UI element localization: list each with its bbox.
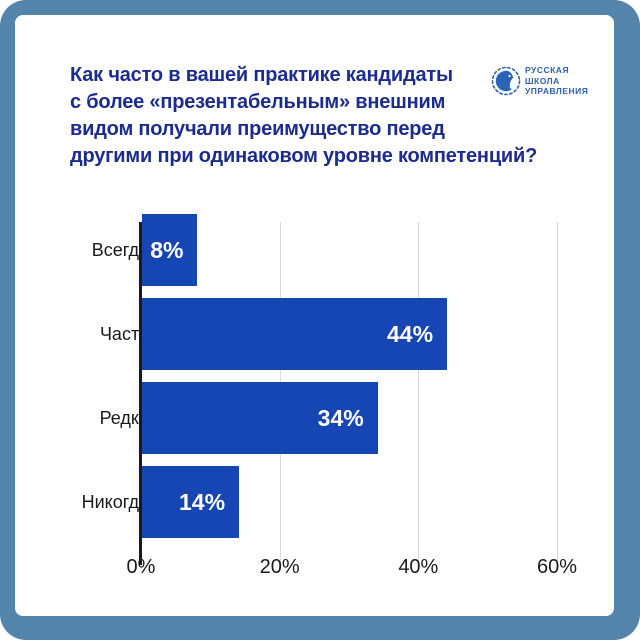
bar: 14%: [142, 466, 240, 538]
bar-row: Никогда 14%: [15, 466, 614, 538]
x-tick-label: 20%: [259, 556, 300, 578]
x-tick-label: 0%: [126, 556, 156, 578]
bar: 8%: [142, 214, 198, 286]
bar-value-label: 14%: [179, 488, 226, 515]
title-line: Как часто в вашей практике кандидаты: [70, 64, 453, 86]
rsu-globe-face-icon: [491, 66, 521, 96]
rsu-logo: РУССКАЯ ШКОЛА УПРАВЛЕНИЯ: [491, 65, 588, 97]
bar-row: Редко 34%: [15, 382, 614, 454]
bar-category-label: Всегда: [91, 239, 149, 260]
rsu-logo-text-line: УПРАВЛЕНИЯ: [525, 86, 589, 96]
bar: 34%: [142, 382, 378, 454]
rsu-logo-text-line: РУССКАЯ: [525, 65, 570, 75]
bar-category-label: Часто: [99, 323, 149, 344]
gridline-60: [557, 222, 558, 565]
bar-category-label: Никогда: [81, 491, 149, 512]
title-line: другими при одинаковом уровне компетенци…: [70, 145, 538, 167]
bar-row: Часто 44%: [15, 298, 614, 370]
x-tick-label: 40%: [398, 556, 439, 578]
rsu-logo-text: РУССКАЯ ШКОЛА УПРАВЛЕНИЯ: [525, 65, 588, 97]
bar-row: Всегда 8%: [15, 214, 614, 286]
bar-value-label: 8%: [150, 236, 184, 263]
y-axis-line: [139, 222, 142, 565]
rsu-logo-text-line: ШКОЛА: [525, 75, 560, 86]
bar-value-label: 34%: [317, 404, 364, 431]
title-line: видом получали преимущество перед: [70, 118, 445, 140]
bar: 44%: [142, 298, 448, 370]
title-line: с более «презентабельным» внешним: [70, 91, 446, 113]
bar-value-label: 44%: [387, 320, 434, 347]
gridline-40: [418, 222, 420, 565]
survey-card: Как часто в вашей практике кандидаты с б…: [15, 15, 614, 616]
bar-category-label: Редко: [99, 407, 149, 428]
survey-question-title: Как часто в вашей практике кандидаты с б…: [70, 62, 570, 170]
x-tick-label: 60%: [536, 556, 578, 578]
